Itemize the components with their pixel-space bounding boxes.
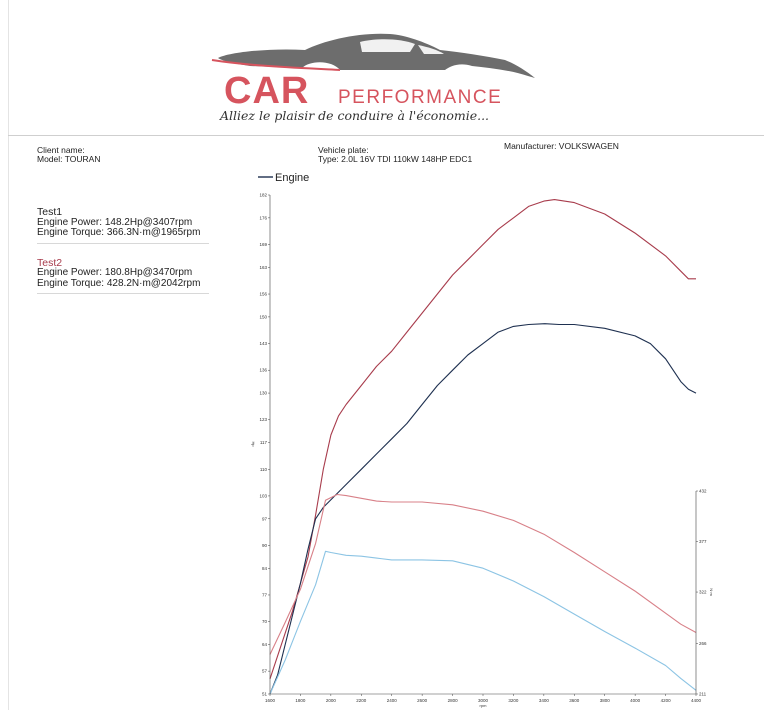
y-tick-label-left: 84	[262, 566, 268, 571]
vehicle-type-value: Type: 2.0L 16V TDI 110kW 148HP EDC1	[318, 154, 473, 164]
y-tick-label-left: 110	[260, 467, 268, 472]
brand-subtitle: PERFORMANCE	[338, 87, 503, 108]
y-axis-label-right: N·m	[709, 588, 714, 596]
x-tick-label: 3400	[539, 698, 550, 703]
y-tick-label-right: 266	[699, 641, 707, 646]
y-tick-label-left: 169	[259, 242, 267, 247]
test-torque: Engine Torque: 428.2N·m@2042rpm	[37, 277, 201, 289]
vehicle-plate-label: Vehicle plate:	[318, 145, 369, 155]
y-tick-label-left: 136	[259, 368, 267, 373]
dyno-chart: Engine 1600 1800 2000 2200 2400 2600 2800 3000 3…	[251, 172, 714, 709]
y-tick-label-right: 377	[699, 539, 707, 544]
test-power: Engine Power: 180.8Hp@3470rpm	[37, 267, 193, 278]
legend-label: Engine	[275, 172, 309, 184]
x-tick-label: 4400	[691, 698, 702, 703]
brand-slogan: Alliez le plaisir de conduire à l'économ…	[220, 108, 490, 123]
y-tick-label-left: 90	[262, 543, 268, 548]
test-result-block: Test2 Engine Power: 180.8Hp@3470rpm Engi…	[37, 256, 209, 294]
x-tick-label: 3600	[569, 698, 580, 703]
x-tick-label: 4200	[661, 698, 672, 703]
x-axis-label: rpm	[480, 703, 488, 708]
series-layer	[269, 199, 697, 695]
y-tick-label-left: 70	[262, 619, 268, 624]
y-tick-label-left: 163	[259, 265, 267, 270]
client-name-label: Client name:	[37, 145, 85, 155]
x-tick-label: 2400	[387, 698, 398, 703]
manufacturer-value: Manufacturer: VOLKSWAGEN	[504, 141, 619, 151]
x-tick-label: 3200	[508, 698, 519, 703]
y-tick-label-left: 103	[259, 493, 267, 498]
y-tick-label-left: 97	[262, 516, 268, 521]
test-title: Test2	[37, 256, 63, 269]
y-tick-label-left: 123	[259, 417, 267, 422]
test-result-block: Test1 Engine Power: 148.2Hp@3407rpm Engi…	[37, 207, 209, 244]
test-power: Engine Power: 148.2Hp@3407rpm	[37, 216, 193, 228]
test2-power-line	[269, 199, 696, 679]
page-border	[8, 0, 764, 710]
x-tick-label: 1800	[295, 698, 306, 703]
y-tick-label-left: 150	[259, 314, 267, 319]
car-silhouette-icon	[211, 33, 535, 78]
x-tick-label: 2200	[356, 698, 367, 703]
y-tick-label-right: 322	[699, 590, 707, 595]
y-tick-label-left: 64	[262, 642, 268, 647]
y-tick-label-left: 51	[262, 692, 268, 697]
y-axis-label-left: Hp	[251, 441, 256, 447]
y-tick-label-left: 77	[262, 592, 268, 597]
y-tick-label-left: 57	[262, 669, 268, 674]
brand-title: CAR	[224, 70, 310, 112]
y-tick-label-left: 176	[259, 215, 267, 220]
y-tick-label-left: 117	[260, 440, 268, 445]
x-tick-label: 3000	[478, 698, 489, 703]
y-tick-label-right: 432	[699, 489, 707, 494]
x-tick-label: 3800	[600, 698, 611, 703]
test2-torque-line	[269, 493, 697, 655]
y-tick-label-left: 130	[259, 391, 267, 396]
car-performance-logo: CAR PERFORMANCE Alliez le plaisir de con…	[210, 30, 550, 130]
y-tick-label-left: 143	[259, 341, 267, 346]
x-tick-label: 2600	[417, 698, 428, 703]
x-tick-label: 1600	[265, 698, 276, 703]
x-tick-label: 2800	[448, 698, 459, 703]
y-tick-label-right: 211	[699, 692, 707, 697]
legend: Engine	[258, 172, 309, 184]
axis-layer: 1600 1800 2000 2200 2400 2600 2800 3000 3200 3400…	[251, 193, 714, 709]
y-tick-label-left: 182	[259, 193, 267, 198]
y-tick-label-left: 156	[259, 292, 267, 297]
test-torque: Engine Torque: 366.3N·m@1965rpm	[37, 227, 201, 238]
header-divider	[8, 135, 764, 136]
test-title: Test1	[37, 206, 63, 218]
model-value: Model: TOURAN	[37, 154, 101, 164]
x-tick-label: 2000	[326, 698, 337, 703]
test1-power-line	[269, 323, 697, 695]
test1-torque-line	[269, 550, 697, 695]
x-tick-label: 4000	[630, 698, 641, 703]
test-results-panel: Test1 Engine Power: 148.2Hp@3407rpm Engi…	[37, 207, 209, 308]
